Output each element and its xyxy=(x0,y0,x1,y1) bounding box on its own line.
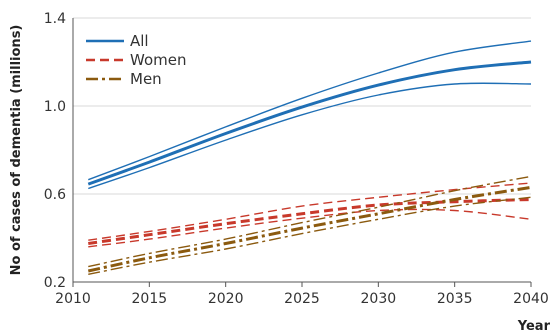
series-lines xyxy=(87,40,532,275)
series-men-line xyxy=(87,185,532,273)
y-tick-label: 0.6 xyxy=(44,187,66,203)
x-tick-label: 2040 xyxy=(513,291,549,307)
x-axis-title: Year xyxy=(517,319,551,334)
y-tick-label: 1.0 xyxy=(44,99,66,115)
series-women-line xyxy=(88,198,532,245)
y-axis-title: No of cases of dementia (millions) xyxy=(9,25,24,276)
x-tick-label: 2020 xyxy=(208,291,244,307)
series-all-lower-bound xyxy=(88,82,532,190)
legend-label-men: Men xyxy=(130,70,162,88)
series-all-upper-bound xyxy=(88,40,532,181)
y-tick-label: 0.2 xyxy=(44,275,66,291)
x-tick-label: 2010 xyxy=(55,291,91,307)
legend-label-women: Women xyxy=(130,51,186,69)
x-tick-label: 2015 xyxy=(132,291,168,307)
series-men-lower-bound xyxy=(88,196,532,275)
x-tick-label: 2035 xyxy=(437,291,473,307)
y-tick-label: 1.4 xyxy=(44,11,66,27)
x-tick-label: 2030 xyxy=(361,291,397,307)
series-women-upper-bound xyxy=(88,182,532,241)
y-tick-labels: 0.2 0.6 1.0 1.4 xyxy=(44,11,66,291)
series-women-lower-bound xyxy=(88,208,532,248)
legend-label-all: All xyxy=(130,32,149,50)
series-men-upper-bound xyxy=(88,175,532,268)
x-tick-labels: 2010 2015 2020 2025 2030 2035 2040 xyxy=(55,282,549,307)
x-tick-label: 2025 xyxy=(284,291,320,307)
series-all-line xyxy=(87,60,532,186)
